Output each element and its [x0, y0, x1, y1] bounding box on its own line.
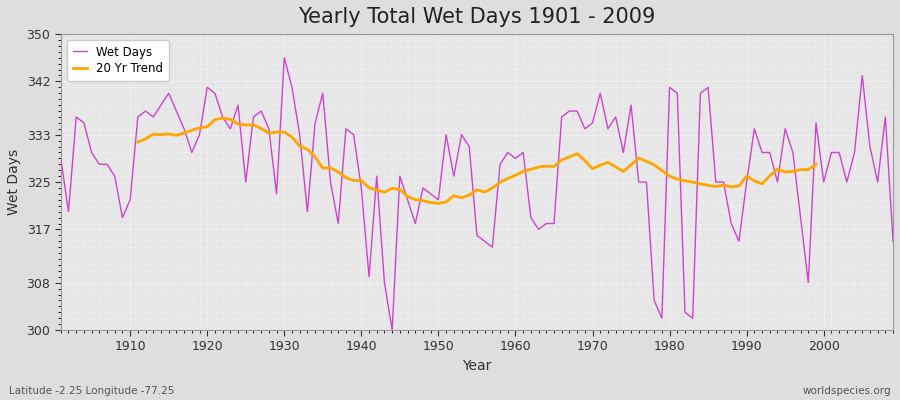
20 Yr Trend: [749, 178, 760, 183]
Wet Days: [887, 239, 898, 244]
20 Yr Trend: [279, 130, 290, 134]
Wet Days: [279, 55, 290, 60]
Wet Days: [56, 156, 67, 161]
Wet Days: [618, 150, 629, 155]
20 Yr Trend: [132, 140, 143, 144]
Wet Days: [294, 132, 305, 137]
20 Yr Trend: [433, 201, 444, 206]
Wet Days: [340, 126, 351, 131]
20 Yr Trend: [225, 117, 236, 122]
20 Yr Trend: [202, 124, 212, 129]
Legend: Wet Days, 20 Yr Trend: Wet Days, 20 Yr Trend: [67, 40, 169, 81]
Text: worldspecies.org: worldspecies.org: [803, 386, 891, 396]
Wet Days: [117, 215, 128, 220]
20 Yr Trend: [811, 162, 822, 167]
20 Yr Trend: [495, 180, 506, 185]
Wet Days: [526, 215, 536, 220]
Text: Latitude -2.25 Longitude -77.25: Latitude -2.25 Longitude -77.25: [9, 386, 175, 396]
Title: Yearly Total Wet Days 1901 - 2009: Yearly Total Wet Days 1901 - 2009: [298, 7, 655, 27]
Wet Days: [387, 328, 398, 332]
Y-axis label: Wet Days: Wet Days: [7, 149, 21, 215]
20 Yr Trend: [217, 116, 228, 120]
20 Yr Trend: [402, 194, 413, 199]
Line: 20 Yr Trend: 20 Yr Trend: [138, 118, 816, 203]
Line: Wet Days: Wet Days: [61, 58, 893, 330]
Wet Days: [518, 150, 528, 155]
X-axis label: Year: Year: [463, 359, 491, 373]
